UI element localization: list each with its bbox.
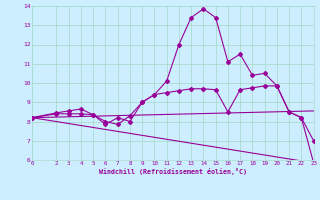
X-axis label: Windchill (Refroidissement éolien,°C): Windchill (Refroidissement éolien,°C) bbox=[99, 168, 247, 175]
